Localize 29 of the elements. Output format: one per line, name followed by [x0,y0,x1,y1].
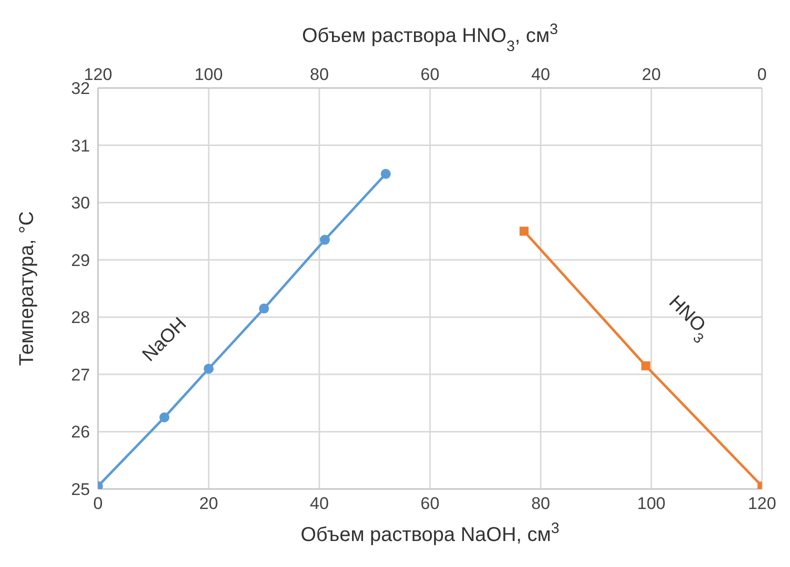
x-tick-label: 100 [637,494,666,514]
point [380,168,391,179]
x-tick-label: 0 [93,494,103,514]
y-tick-label: 28 [71,308,90,328]
y-tick-label: 27 [71,365,90,384]
y-tick-label: 31 [71,136,90,156]
y-tick-label: 25 [71,480,90,500]
x-tick-label: 80 [531,494,550,514]
x-axis-title: Объем раствора NaOH, см$^{3}$ [300,520,560,546]
x2-axis-title: Объем раствора HNO$_{3}$, см$^{3}$ [302,20,558,54]
x2-tick-label: 20 [642,65,661,84]
x2-tick-label: 100 [194,65,223,84]
x-tick-label: 60 [420,494,440,514]
x2-tick-label: 80 [310,65,329,84]
x2-tick-label: 40 [531,65,550,84]
x-tick-label: 20 [199,494,218,514]
y-tick-label: 32 [71,79,90,98]
x2-tick-label: 60 [420,65,440,84]
point [159,412,170,422]
x-tick-label: 120 [748,494,776,514]
x2-tick-label: 0 [757,65,767,84]
y-tick-label: 30 [71,194,90,213]
point [204,364,214,374]
point [320,234,330,245]
point [259,304,269,314]
y-axis-title: Температура, °C [16,211,38,366]
y-tick-label: 29 [71,250,90,270]
y-tick-label: 26 [71,422,90,442]
x-tick-label: 40 [310,494,329,514]
